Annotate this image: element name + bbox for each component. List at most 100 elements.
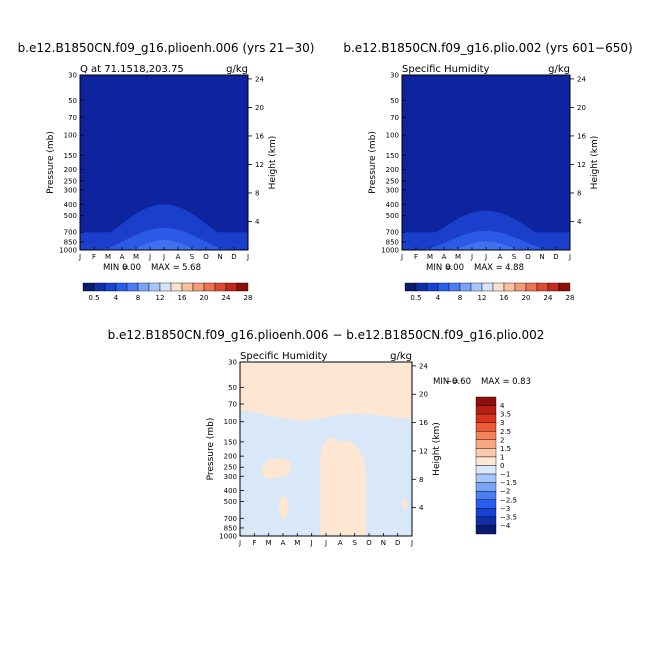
pressure-tick-label: 50 <box>68 97 77 105</box>
height-tick-label: 16 <box>577 132 586 140</box>
month-tick-label: F <box>414 253 418 261</box>
colorbar-swatch <box>448 282 461 292</box>
colorbar-label: 8 <box>136 294 140 302</box>
max-label: MAX = <box>474 263 503 273</box>
colorbar-label: 28 <box>244 294 253 302</box>
colorbar-swatch <box>481 282 494 292</box>
min-label: MIN = <box>426 263 452 273</box>
colorbar-swatch <box>236 282 249 292</box>
colorbar-swatch <box>148 282 161 292</box>
month-tick-label: J <box>470 253 473 261</box>
colorbar-label: −3.5 <box>500 513 517 521</box>
pressure-tick-label: 300 <box>386 186 399 194</box>
colorbar-swatch <box>475 508 497 518</box>
height-tick-label: 4 <box>577 218 582 226</box>
month-tick-label: J <box>568 253 571 261</box>
colorbar-swatch <box>503 282 516 292</box>
colorbar-swatch <box>475 465 497 475</box>
units-label: g/kg <box>226 64 248 75</box>
height-tick-label: 8 <box>255 189 259 197</box>
min-label: MIN = <box>103 263 129 273</box>
contour-level-4 <box>80 240 248 250</box>
colorbar-swatch <box>115 282 128 292</box>
pressure-tick-label: 100 <box>64 132 77 140</box>
pressure-tick-label: 400 <box>224 487 237 495</box>
colorbar-swatch <box>475 490 497 500</box>
month-tick-label: O <box>203 253 209 261</box>
pressure-tick-label: 400 <box>386 201 399 209</box>
colorbar-swatch <box>225 282 238 292</box>
colorbar-swatch <box>181 282 194 292</box>
positive-region-lower <box>278 496 289 519</box>
pressure-tick-label: 100 <box>386 132 399 140</box>
colorbar-label: 8 <box>458 294 462 302</box>
min-value: −0.60 <box>445 377 471 387</box>
pressure-tick-label: 700 <box>224 515 237 523</box>
pressure-tick-label: 850 <box>64 238 77 246</box>
pressure-tick-label: 30 <box>68 72 77 80</box>
month-tick-label: J <box>162 253 165 261</box>
height-tick-label: 24 <box>577 75 586 83</box>
units-label: g/kg <box>548 64 570 75</box>
contour-field <box>402 75 570 250</box>
colorbar-swatch <box>475 431 497 441</box>
chart-panel-1: b.e12.B1850CN.f09_g16.plioenh.006 (yrs 2… <box>18 41 315 273</box>
colorbar-swatch <box>192 282 205 292</box>
colorbar-swatch <box>475 448 497 458</box>
height-tick-label: 16 <box>419 419 428 427</box>
colorbar-label: 24 <box>544 294 553 302</box>
colorbar-label: 24 <box>222 294 231 302</box>
month-tick-label: M <box>133 253 139 261</box>
month-tick-label: S <box>352 539 357 547</box>
height-tick-label: 20 <box>419 391 428 399</box>
month-tick-label: J <box>246 253 249 261</box>
pressure-tick-label: 700 <box>386 229 399 237</box>
pressure-tick-label: 50 <box>390 97 399 105</box>
pressure-tick-label: 200 <box>64 166 77 174</box>
colorbar-label: 0 <box>500 462 504 470</box>
positive-region-upper <box>240 362 412 420</box>
colorbar-swatch <box>492 282 505 292</box>
pressure-tick-label: 150 <box>224 438 237 446</box>
colorbar-label: 3.5 <box>500 411 511 419</box>
colorbar-swatch <box>475 405 497 415</box>
colorbar-label: −4 <box>500 522 511 530</box>
month-tick-label: A <box>442 253 447 261</box>
colorbar-label: 3 <box>500 419 504 427</box>
positive-region-autumn <box>401 499 408 510</box>
month-tick-label: M <box>455 253 461 261</box>
month-tick-label: A <box>498 253 503 261</box>
colorbar-swatch <box>470 282 483 292</box>
height-tick-label: 4 <box>255 218 260 226</box>
colorbar-swatch <box>437 282 450 292</box>
pressure-tick-label: 1000 <box>381 247 399 255</box>
y-axis-label: Pressure (mb) <box>46 131 56 194</box>
month-tick-label: J <box>148 253 151 261</box>
colorbar-label: 12 <box>156 294 165 302</box>
colorbar-label: 16 <box>178 294 187 302</box>
colorbar-swatch <box>203 282 216 292</box>
colorbar-label: 2.5 <box>500 428 511 436</box>
units-label: g/kg <box>390 351 412 362</box>
month-tick-label: J <box>484 253 487 261</box>
colorbar-label: −1.5 <box>500 479 517 487</box>
contour-level-2 <box>80 204 248 250</box>
month-tick-label: F <box>252 539 256 547</box>
height-tick-label: 8 <box>419 476 423 484</box>
y-axis-label-right: Height (km) <box>268 136 278 190</box>
colorbar-swatch <box>170 282 183 292</box>
colorbar-swatch <box>475 396 497 406</box>
colorbar-label: 12 <box>478 294 487 302</box>
colorbar-3: 43.532.521.510−1−1.5−2−2.5−3−3.5−4 <box>475 396 517 535</box>
month-tick-label: N <box>217 253 222 261</box>
pressure-tick-label: 850 <box>224 524 237 532</box>
height-tick-label: 12 <box>419 447 428 455</box>
colorbar-label: 4 <box>500 402 505 410</box>
colorbar-label: 4 <box>114 294 119 302</box>
month-tick-label: N <box>381 539 386 547</box>
pressure-tick-label: 1000 <box>219 533 237 541</box>
colorbar-label: 1 <box>500 453 504 461</box>
month-tick-label: A <box>281 539 286 547</box>
height-tick-label: 24 <box>255 75 264 83</box>
